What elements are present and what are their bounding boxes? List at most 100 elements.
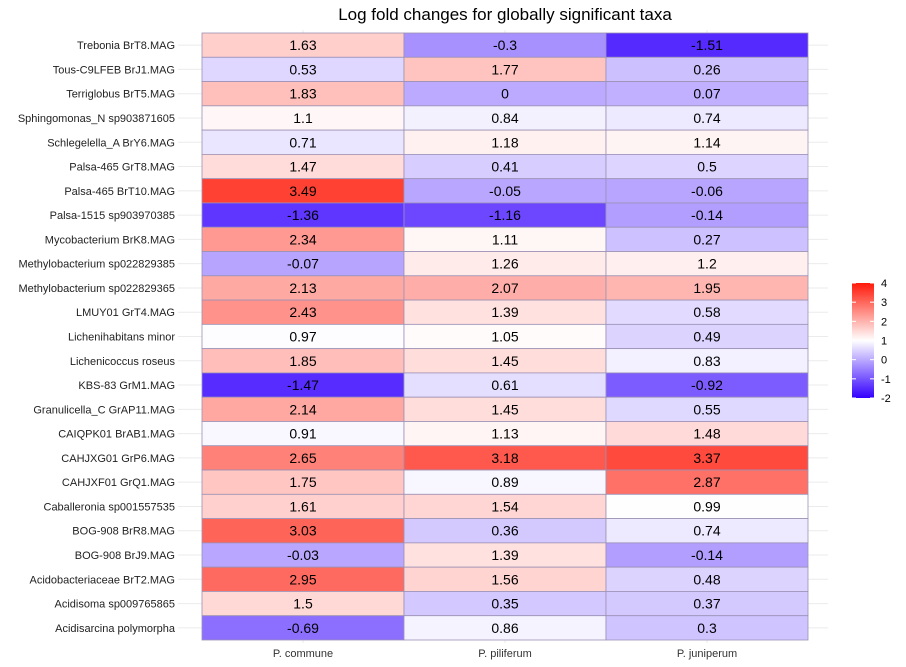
heatmap-cell <box>201 348 405 374</box>
heatmap-cells: 1.63 -0.3 -1.51 0.53 1.77 0.26 1.83 0 0.07 1.1 0.8… <box>201 32 809 641</box>
cell-value-label: 2.65 <box>289 450 316 466</box>
cell-value-label: -0.69 <box>287 620 319 636</box>
row-label: Acidisarcina polymorpha <box>55 623 176 635</box>
row-label: Mycobacterium BrK8.MAG <box>45 234 175 246</box>
cell-value-label: 2.95 <box>289 571 316 587</box>
cell-value-label: 0.74 <box>693 110 720 126</box>
row-label: Granulicella_C GrAP11.MAG <box>33 404 175 416</box>
heatmap-cell <box>605 178 809 204</box>
cell-value-label: 1.61 <box>289 498 316 514</box>
row-label: KBS-83 GrM1.MAG <box>78 380 175 392</box>
cell-value-label: 1.05 <box>491 329 518 345</box>
legend-tick-label: 4 <box>881 278 887 290</box>
cell-value-label: 2.34 <box>289 231 316 247</box>
row-label: Tous-C9LFEB BrJ1.MAG <box>53 64 175 76</box>
heatmap-cell <box>605 202 809 228</box>
cell-value-label: 1.18 <box>491 134 518 150</box>
cell-value-label: -1.16 <box>489 207 521 223</box>
heatmap-cell <box>201 153 405 180</box>
heatmap-cell <box>403 372 607 398</box>
row-label: BOG-908 BrJ9.MAG <box>75 550 175 562</box>
cell-value-label: 0.36 <box>491 523 518 539</box>
cell-value-label: 0.61 <box>491 377 518 393</box>
row-label: BOG-908 BrR8.MAG <box>72 526 175 538</box>
heatmap-cell <box>605 226 809 252</box>
cell-value-label: 1.75 <box>289 474 316 490</box>
row-label: Acidobacteriaceae BrT2.MAG <box>29 574 175 586</box>
cell-value-label: -0.07 <box>287 256 319 272</box>
cell-value-label: 1.45 <box>491 401 518 417</box>
cell-value-label: 3.03 <box>289 523 316 539</box>
column-label: P. juniperum <box>677 648 737 660</box>
cell-value-label: 0.3 <box>697 620 717 636</box>
heatmap-cell <box>201 615 405 641</box>
row-label: Methylobacterium sp022829365 <box>18 283 175 295</box>
chart-title: Log fold changes for globally significan… <box>338 5 672 24</box>
cell-value-label: 1.47 <box>289 159 316 175</box>
cell-value-label: 1.45 <box>491 353 518 369</box>
cell-value-label: 0.26 <box>693 61 720 77</box>
cell-value-label: 1.77 <box>491 61 518 77</box>
heatmap-cell <box>403 421 607 447</box>
cell-value-label: 1.63 <box>289 37 316 53</box>
cell-value-label: 0.97 <box>289 329 316 345</box>
cell-value-label: 1.95 <box>693 280 720 296</box>
cell-value-label: 1.39 <box>491 304 518 320</box>
cell-value-label: 0.49 <box>693 329 720 345</box>
heatmap-cell <box>201 299 405 325</box>
heatmap-cell <box>403 542 607 568</box>
cell-value-label: -0.14 <box>691 207 723 223</box>
cell-value-label: 1.48 <box>693 426 720 442</box>
cell-value-label: -1.47 <box>287 377 319 393</box>
heatmap-cell <box>403 323 607 350</box>
heatmap-cell <box>605 469 809 495</box>
heatmap-cell <box>201 105 405 131</box>
row-label: CAIQPK01 BrAB1.MAG <box>58 429 175 441</box>
cell-value-label: 1.13 <box>491 426 518 442</box>
cell-value-label: 1.11 <box>492 231 518 247</box>
column-labels: P. commune P. piliferum P. juniperum <box>273 648 737 660</box>
cell-value-label: -1.36 <box>287 207 319 223</box>
row-label: Lichenicoccus roseus <box>70 356 176 368</box>
heatmap-cell <box>403 615 607 641</box>
legend-colorbar <box>852 283 874 398</box>
heatmap-cell <box>201 226 405 252</box>
cell-value-label: 0.58 <box>693 304 720 320</box>
heatmap-cell <box>201 493 405 520</box>
cell-value-label: 1.54 <box>491 498 518 514</box>
heatmap-cell <box>403 445 607 471</box>
cell-value-label: -0.92 <box>691 377 723 393</box>
heatmap-cell <box>403 493 607 520</box>
heatmap-cell <box>605 542 809 568</box>
row-label: Palsa-1515 sp903970385 <box>50 210 175 222</box>
cell-value-label: 0.48 <box>693 571 720 587</box>
heatmap-cell <box>605 129 809 155</box>
row-label: Acidisoma sp009765865 <box>55 599 175 611</box>
cell-value-label: -0.3 <box>493 37 517 53</box>
cell-value-label: 1.5 <box>293 596 313 612</box>
cell-value-label: 0.99 <box>693 498 720 514</box>
heatmap-cell <box>605 299 809 325</box>
column-label: P. commune <box>273 648 333 660</box>
cell-value-label: 1.39 <box>491 547 518 563</box>
row-label: CAHJXG01 GrP6.MAG <box>61 453 175 465</box>
cell-value-label: 2.43 <box>289 304 316 320</box>
heatmap-cell <box>605 153 809 180</box>
cell-value-label: 0.35 <box>491 596 518 612</box>
cell-value-label: 0.41 <box>491 159 518 175</box>
cell-value-label: 2.13 <box>289 280 316 296</box>
row-label: Terriglobus BrT5.MAG <box>66 89 175 101</box>
cell-value-label: -0.06 <box>691 183 723 199</box>
heatmap-cell <box>201 518 405 544</box>
legend-tick-label: 1 <box>881 336 887 348</box>
heatmap-cell <box>403 105 607 131</box>
cell-value-label: 0.74 <box>693 523 720 539</box>
cell-value-label: 3.49 <box>289 183 316 199</box>
heatmap-cell <box>605 566 809 592</box>
cell-value-label: 0.86 <box>491 620 518 636</box>
cell-value-label: -0.14 <box>691 547 723 563</box>
heatmap-cell <box>605 518 809 544</box>
heatmap-cell <box>403 81 607 107</box>
legend-tick-label: 3 <box>881 297 887 309</box>
legend-tick-label: 2 <box>881 316 887 328</box>
